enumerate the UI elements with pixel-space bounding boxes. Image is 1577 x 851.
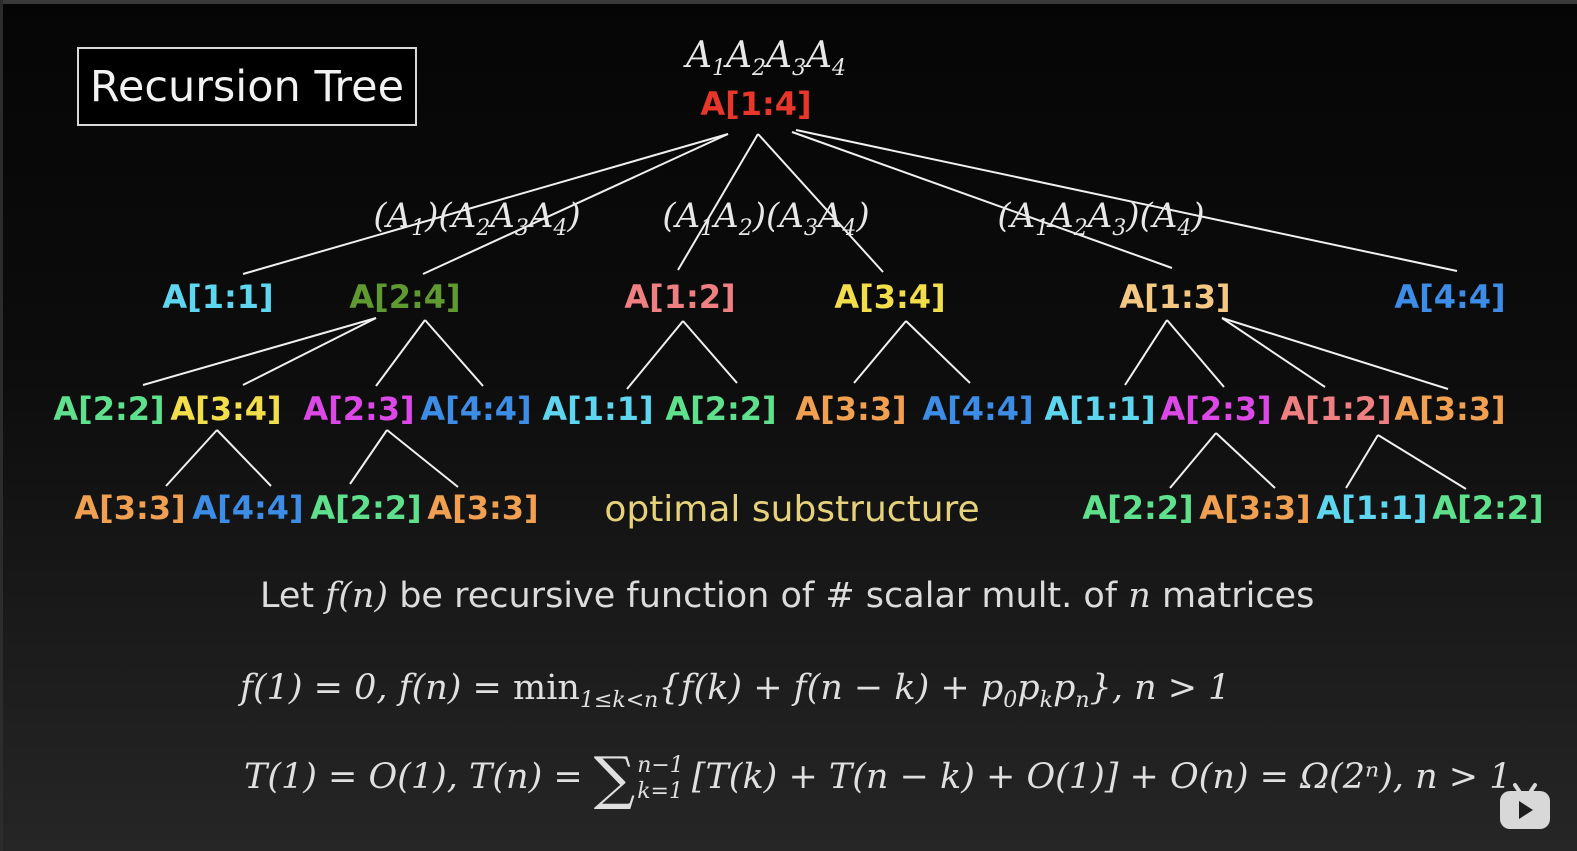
edge-a12r-a22 (1377, 434, 1467, 490)
recurrence-t: T(1) = O(1), T(n) = ∑ n−1 k=1 [T(k) + T(n −… (244, 744, 1512, 812)
edge-a24-a44 (424, 319, 484, 387)
node-level2: A[3:4] (170, 390, 282, 428)
edge-root-a12 (677, 133, 759, 271)
optimal-substructure-note: optimal substructure (604, 489, 980, 530)
edge-a24-a23 (375, 319, 426, 387)
edge-a12-a11 (626, 320, 684, 390)
node-level1: A[1:2] (624, 278, 736, 316)
sum-symbol: ∑ (593, 744, 636, 812)
edge-a12-a22 (682, 320, 738, 384)
edge-a13-a11 (1124, 319, 1168, 386)
node-level3: A[2:2] (310, 489, 422, 527)
edge-root-a44 (795, 129, 1458, 272)
node-level2: A[2:2] (665, 390, 777, 428)
node-level3: A[2:2] (1082, 489, 1194, 527)
edge-a34b-a44 (216, 429, 272, 487)
edge-root-a13 (791, 131, 1173, 269)
definition-line: Let f(n) be recursive function of # scal… (260, 576, 1315, 616)
edge-a12r-a11 (1345, 434, 1379, 489)
node-level3: A[3:3] (1199, 489, 1311, 527)
node-level2: A[4:4] (420, 390, 532, 428)
split-label-1: (A1)(A2A3A4) (373, 196, 581, 241)
node-level2: A[2:2] (53, 390, 165, 428)
edge-root-a24 (422, 133, 729, 275)
node-level3: A[2:2] (1432, 489, 1544, 527)
edge-a34-a33 (853, 320, 907, 384)
node-level2: A[1:2] (1280, 390, 1392, 428)
edge-root-a11 (242, 133, 729, 275)
node-level2: A[1:1] (542, 390, 654, 428)
node-level1: A[2:4] (349, 278, 461, 316)
node-level1: A[4:4] (1394, 278, 1506, 316)
node-level3: A[3:3] (427, 489, 539, 527)
node-level1: A[1:1] (162, 278, 274, 316)
edge-a23r-a33 (1215, 432, 1276, 489)
node-level3: A[1:1] (1316, 489, 1428, 527)
node-level2: A[4:4] (922, 390, 1034, 428)
node-level2: A[2:3] (303, 390, 415, 428)
tv-play-logo-icon (1500, 783, 1550, 829)
edge-a34b-a33 (165, 429, 218, 487)
node-level2: A[3:3] (1394, 390, 1506, 428)
root-matrices: A1A2A3A4 (686, 35, 846, 82)
edge-a13-a33 (1221, 317, 1449, 390)
split-label-2: (A1A2)(A3A4) (662, 196, 870, 241)
node-level3: A[4:4] (192, 489, 304, 527)
edge-a23-a33 (386, 429, 459, 488)
edge-a13-a23 (1166, 319, 1225, 388)
root-node: A[1:4] (700, 85, 812, 123)
edge-a23r-a22 (1169, 432, 1217, 489)
split-label-3: (A1A2A3)(A4) (997, 196, 1205, 241)
node-level2: A[3:3] (795, 390, 907, 428)
node-level1: A[3:4] (834, 278, 946, 316)
node-level2: A[1:1] (1044, 390, 1156, 428)
edge-a24-a34 (242, 317, 377, 386)
edge-a13-a12 (1221, 317, 1326, 388)
node-level3: A[3:3] (74, 489, 186, 527)
edge-a23-a22 (349, 429, 388, 485)
edge-a34-a44 (905, 320, 971, 384)
edge-root-a34 (757, 133, 884, 273)
video-frame-left-edge (0, 0, 3, 851)
edge-a24-a22 (142, 317, 377, 386)
recurrence-f: f(1) = 0, f(n) = min1≤k<n{f(k) + f(n − k… (240, 668, 1231, 713)
node-level2: A[2:3] (1160, 390, 1272, 428)
slide-title: Recursion Tree (77, 47, 417, 126)
node-level1: A[1:3] (1119, 278, 1231, 316)
video-frame-top-edge (0, 0, 1577, 4)
